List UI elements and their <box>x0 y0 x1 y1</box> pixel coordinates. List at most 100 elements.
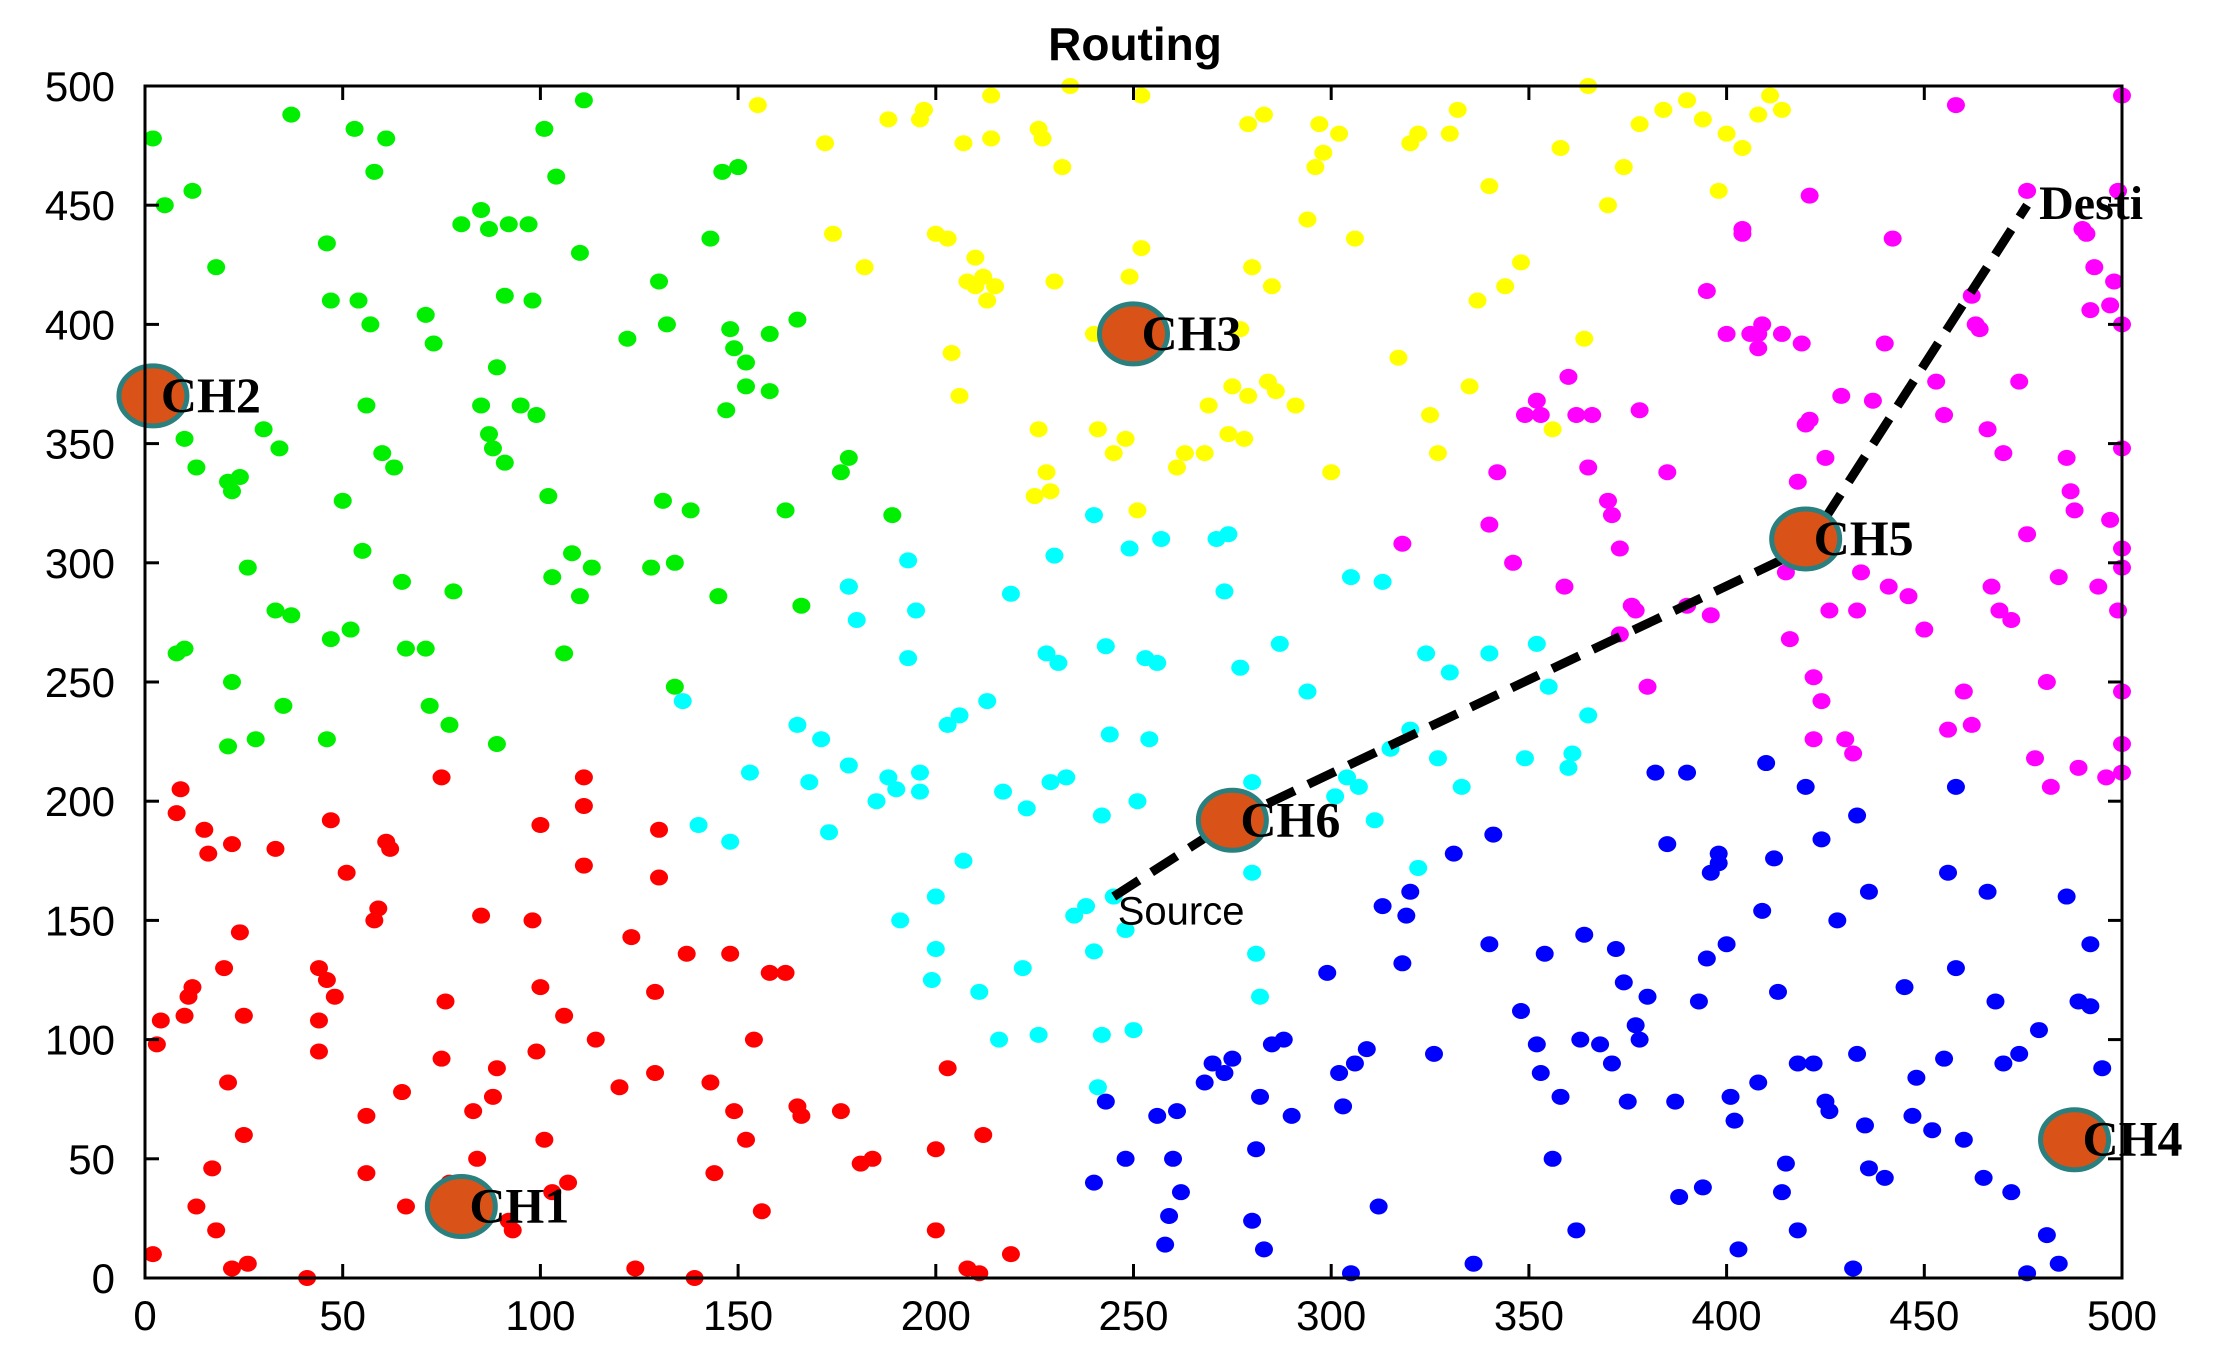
node-point <box>444 583 463 600</box>
node-point <box>1152 530 1171 547</box>
node-point <box>1978 883 1997 900</box>
node-point <box>974 1126 993 1143</box>
node-point <box>1551 1088 1570 1105</box>
node-point <box>721 833 740 850</box>
node-point <box>393 1084 412 1101</box>
node-point <box>1357 1041 1376 1058</box>
node-point <box>1322 464 1341 481</box>
node-point <box>1326 788 1345 805</box>
node-point <box>1658 464 1677 481</box>
node-point <box>1167 459 1186 476</box>
node-point <box>665 554 684 571</box>
node-point <box>1239 387 1258 404</box>
node-point <box>199 845 218 862</box>
node-point <box>483 440 502 457</box>
node-point <box>1140 731 1159 748</box>
node-point <box>1156 1236 1175 1253</box>
node-point <box>1772 325 1791 342</box>
node-point <box>1049 654 1068 671</box>
node-point <box>1231 659 1250 676</box>
node-point <box>1065 907 1084 924</box>
node-point <box>464 1103 483 1120</box>
node-point <box>950 707 969 724</box>
node-point <box>1693 111 1712 128</box>
chart-title: Routing <box>1048 18 1222 70</box>
node-point <box>2089 578 2108 595</box>
node-point <box>1444 845 1463 862</box>
cluster-head-ch5: CH5 <box>1769 506 1914 572</box>
node-point <box>729 159 748 176</box>
node-point <box>665 678 684 695</box>
node-point <box>1832 387 1851 404</box>
cluster-head-marker <box>116 363 190 429</box>
node-point <box>812 731 831 748</box>
cluster-head-ch2: CH2 <box>116 363 261 429</box>
node-point <box>831 1103 850 1120</box>
x-tick-label: 50 <box>319 1292 366 1339</box>
node-point <box>899 552 918 569</box>
node-point <box>1223 1050 1242 1067</box>
node-point <box>1088 421 1107 438</box>
node-point <box>1982 578 2001 595</box>
node-point <box>222 1260 241 1277</box>
cluster-head-ch1: CH1 <box>424 1173 569 1239</box>
node-point <box>1464 1255 1483 1272</box>
node-point <box>1254 1241 1273 1258</box>
node-point <box>266 840 285 857</box>
node-point <box>776 502 795 519</box>
node-point <box>1844 745 1863 762</box>
route-line <box>1111 202 2031 901</box>
node-point <box>1602 1055 1621 1072</box>
node-point <box>1254 106 1273 123</box>
node-point <box>990 1031 1009 1048</box>
node-point <box>1678 92 1697 109</box>
node-point <box>547 168 566 185</box>
node-point <box>1638 988 1657 1005</box>
node-point <box>1037 464 1056 481</box>
node-point <box>907 602 926 619</box>
node-point <box>2010 373 2029 390</box>
node-point <box>1761 87 1780 104</box>
node-point <box>1733 221 1752 238</box>
node-point <box>820 824 839 841</box>
destination-label: Desti <box>2039 177 2143 230</box>
node-point <box>365 163 384 180</box>
node-point <box>994 783 1013 800</box>
cluster-head-label: CH1 <box>469 1177 569 1233</box>
node-point <box>1223 378 1242 395</box>
node-point <box>317 235 336 252</box>
node-point <box>535 120 554 137</box>
node-point <box>2057 449 2076 466</box>
node-point <box>570 588 589 605</box>
node-point <box>1243 259 1262 276</box>
node-point <box>1939 864 1958 881</box>
node-point <box>222 674 241 690</box>
node-point <box>432 769 451 786</box>
node-point <box>1927 373 1946 390</box>
node-point <box>570 244 589 261</box>
node-point <box>1195 445 1214 462</box>
node-point <box>1935 1050 1954 1067</box>
node-point <box>1318 964 1337 981</box>
node-point <box>1247 1141 1266 1158</box>
node-point <box>1915 621 1934 638</box>
node-point <box>1962 716 1981 733</box>
node-point <box>879 111 898 128</box>
node-point <box>831 464 850 481</box>
node-point <box>361 316 380 333</box>
node-point <box>1203 1055 1222 1072</box>
node-point <box>337 864 356 881</box>
node-point <box>2081 936 2100 953</box>
node-point <box>353 542 372 559</box>
node-point <box>1219 526 1238 543</box>
node-point <box>1994 445 2013 462</box>
series-1 <box>143 769 1020 1286</box>
node-point <box>1120 268 1139 285</box>
node-point <box>385 459 404 476</box>
node-point <box>1160 1208 1179 1225</box>
node-point <box>1365 812 1384 829</box>
node-point <box>1800 187 1819 204</box>
node-point <box>709 588 728 605</box>
node-point <box>1804 1055 1823 1072</box>
node-point <box>1531 406 1550 423</box>
